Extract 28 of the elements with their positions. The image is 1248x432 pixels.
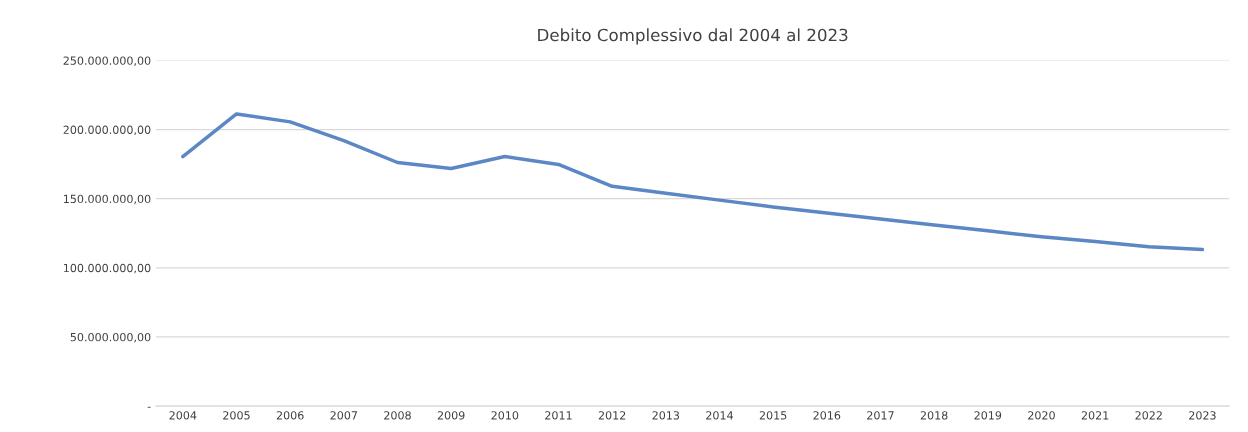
x-tick-label: 2013 xyxy=(652,411,680,420)
y-tick-label: - xyxy=(147,406,151,408)
x-tick-label: 2015 xyxy=(759,411,787,420)
x-tick-label: 2007 xyxy=(330,411,358,420)
line-series xyxy=(181,112,1205,252)
x-tick-label: 2014 xyxy=(706,411,733,420)
x-tick-label: 2004 xyxy=(169,411,197,420)
y-tick-label: 50.000.000,00 xyxy=(70,332,151,343)
x-tick-label: 2006 xyxy=(276,411,304,420)
x-tick-label: 2020 xyxy=(1028,411,1055,420)
x-tick-label: 2012 xyxy=(598,411,626,420)
chart-title: Debito Complessivo dal 2004 al 2023 xyxy=(538,28,848,45)
x-tick-label: 2021 xyxy=(1081,411,1109,420)
x-tick-label: 2010 xyxy=(491,411,519,420)
x-tick-label: 2011 xyxy=(545,411,572,420)
x-tick-label: 2018 xyxy=(920,411,948,420)
x-tick-label: 2009 xyxy=(437,411,465,420)
x-tick-label: 2023 xyxy=(1189,411,1216,420)
x-tick-label: 2016 xyxy=(813,411,841,420)
x-tick-label: 2019 xyxy=(974,411,1002,420)
x-tick-label: 2008 xyxy=(384,411,411,420)
y-tick-label: 200.000.000,00 xyxy=(63,125,151,136)
x-tick-label: 2005 xyxy=(223,411,250,420)
y-tick-label: 150.000.000,00 xyxy=(64,194,151,205)
x-tick-label: 2022 xyxy=(1135,411,1162,420)
x-tick-label: 2017 xyxy=(867,411,894,420)
y-tick-label: 100.000.000,00 xyxy=(64,263,151,274)
y-tick-label: 250.000.000,00 xyxy=(63,56,151,66)
